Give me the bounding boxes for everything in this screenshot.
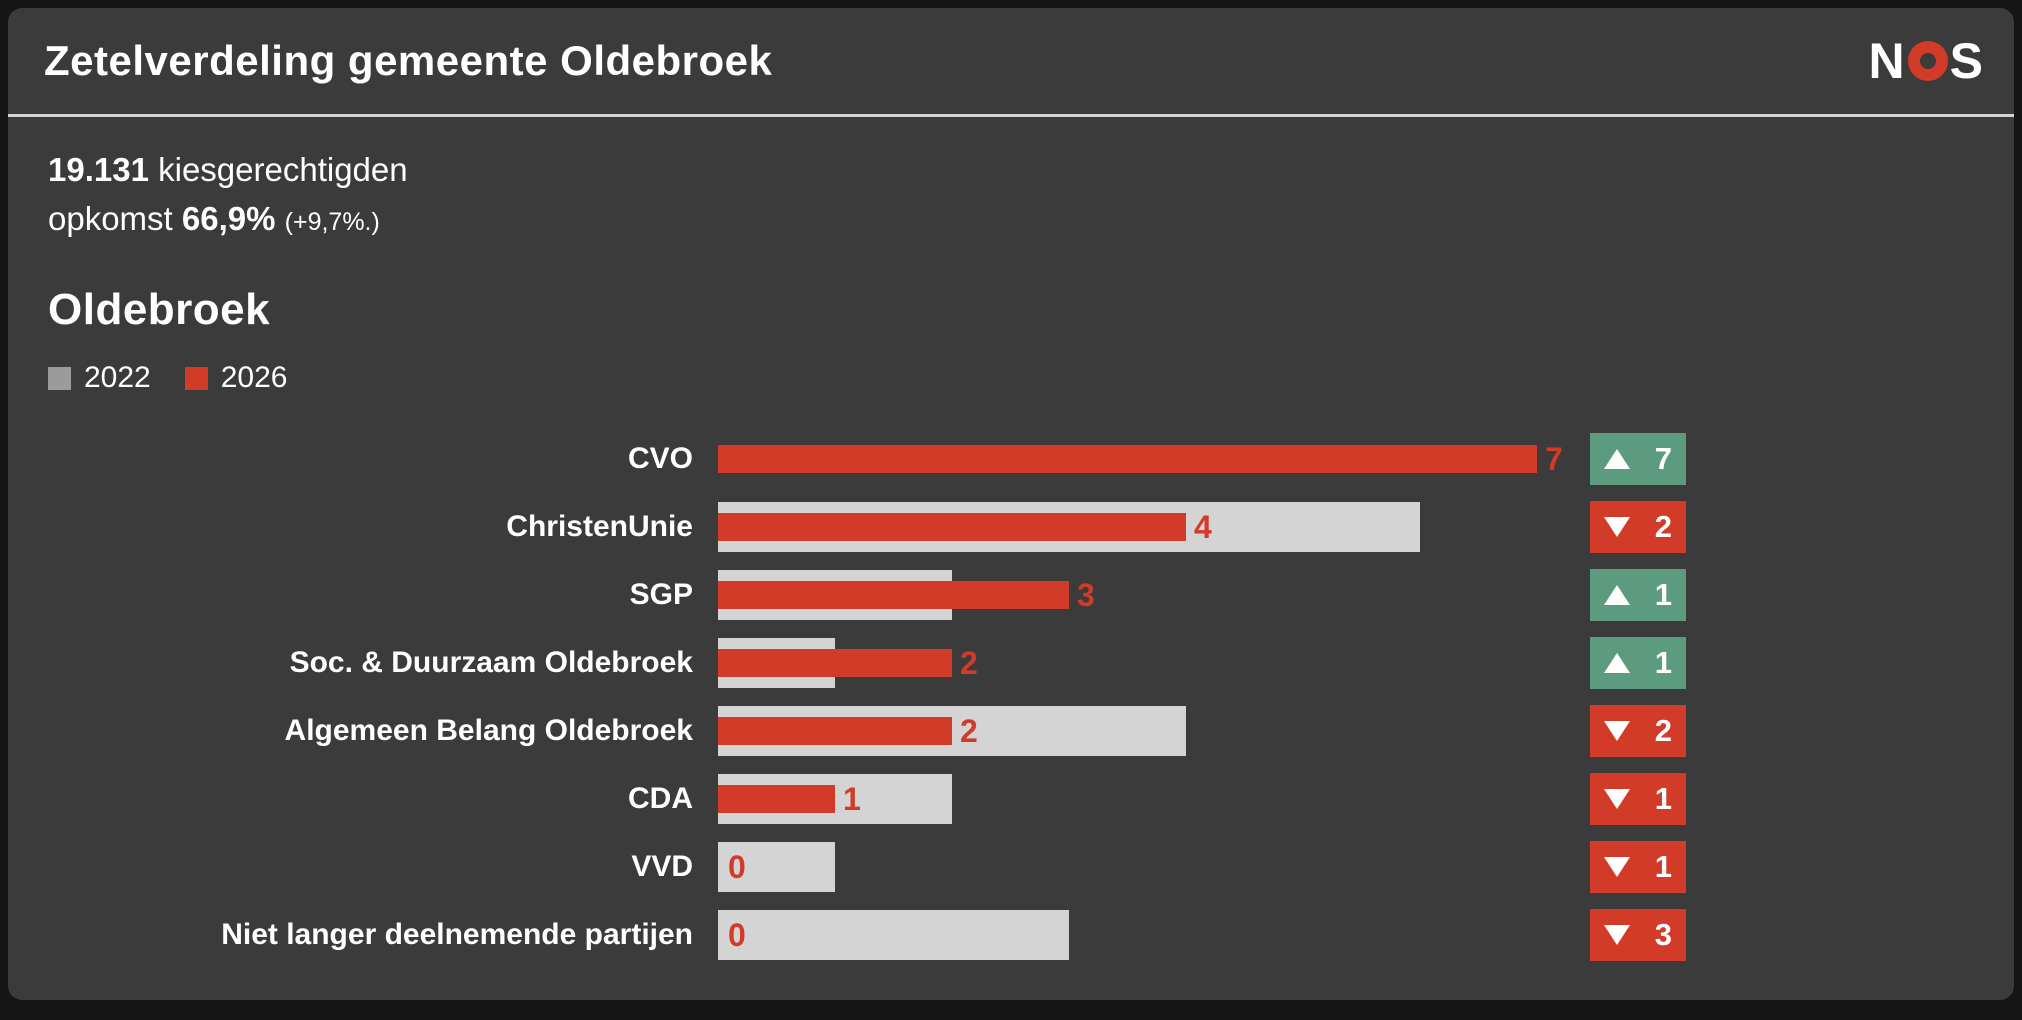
electorate-label: kiesgerechtigden <box>158 151 408 188</box>
chart-row: CVO 7 7 <box>48 425 1974 493</box>
chart-row: ChristenUnie 4 2 <box>48 493 1974 561</box>
legend-swatch-2022-icon <box>48 366 71 390</box>
seat-value: 7 <box>1545 441 1563 477</box>
stats-block: 19.131 kiesgerechtigden opkomst 66,9% (+… <box>48 145 1974 247</box>
party-label: ChristenUnie <box>506 510 693 543</box>
change-value: 7 <box>1654 441 1672 476</box>
arrow-down-icon <box>1604 517 1630 537</box>
legend-label-2022: 2022 <box>84 361 151 394</box>
nos-o-ring-icon <box>1907 41 1948 81</box>
legend-swatch-2026-icon <box>184 366 208 390</box>
nos-logo-letter-n: N <box>1868 33 1906 89</box>
chart-row: SGP 3 1 <box>48 561 1974 629</box>
chart-row: Soc. & Duurzaam Oldebroek 2 1 <box>48 629 1974 697</box>
seat-value: 0 <box>728 849 746 885</box>
turnout-label: opkomst <box>48 200 173 237</box>
arrow-up-icon <box>1604 449 1630 469</box>
bar-2026 <box>718 445 1537 473</box>
party-label: VVD <box>631 850 693 883</box>
seat-chart: CVO 7 7 ChristenUnie 4 2 SGP 3 1 Soc. & … <box>48 425 1974 969</box>
infographic-card: Zetelverdeling gemeente Oldebroek N S 19… <box>8 8 2014 1000</box>
change-badge: 2 <box>1590 501 1686 553</box>
party-label: Algemeen Belang Oldebroek <box>284 714 693 747</box>
arrow-down-icon <box>1604 721 1630 741</box>
arrow-up-icon <box>1604 585 1630 605</box>
arrow-down-icon <box>1604 925 1630 945</box>
change-badge: 2 <box>1590 705 1686 757</box>
bar-2026 <box>718 717 952 745</box>
party-label: CVO <box>627 442 693 475</box>
bar-2026 <box>718 649 952 677</box>
seat-value: 1 <box>843 781 861 817</box>
seat-value: 2 <box>960 713 978 749</box>
bar-2026 <box>718 513 1186 541</box>
party-label: Soc. & Duurzaam Oldebroek <box>289 646 693 679</box>
electorate-value: 19.131 <box>48 151 149 188</box>
change-badge: 1 <box>1590 637 1686 689</box>
party-label: Niet langer deelnemende partijen <box>221 918 693 951</box>
turnout-change: (+9,7%.) <box>284 208 380 236</box>
nos-logo: N S <box>1869 32 1984 90</box>
content: 19.131 kiesgerechtigden opkomst 66,9% (+… <box>8 145 2014 969</box>
legend-item-2022: 2022 <box>48 361 151 395</box>
nos-logo-letter-s: S <box>1949 33 1984 89</box>
chart-row: Niet langer deelnemende partijen 0 3 <box>48 901 1974 969</box>
legend-item-2026: 2026 <box>184 361 288 395</box>
seat-value: 4 <box>1194 509 1212 545</box>
change-value: 2 <box>1654 509 1672 544</box>
party-label: CDA <box>628 782 693 815</box>
bar-2026 <box>718 785 835 813</box>
change-value: 1 <box>1654 577 1672 612</box>
arrow-down-icon <box>1604 789 1630 809</box>
party-label: SGP <box>629 578 693 611</box>
bar-2026 <box>718 581 1069 609</box>
chart-row: VVD 0 1 <box>48 833 1974 901</box>
legend: 2022 2026 <box>48 361 1974 395</box>
seat-value: 3 <box>1077 577 1095 613</box>
arrow-up-icon <box>1604 653 1630 673</box>
turnout-line: opkomst 66,9% (+9,7%.) <box>48 194 1974 247</box>
electorate-line: 19.131 kiesgerechtigden <box>48 145 1974 194</box>
chart-title: Oldebroek <box>48 285 271 334</box>
legend-label-2026: 2026 <box>220 361 288 394</box>
change-badge: 7 <box>1590 433 1686 485</box>
chart-row: CDA 1 1 <box>48 765 1974 833</box>
chart-row: Algemeen Belang Oldebroek 2 2 <box>48 697 1974 765</box>
change-badge: 1 <box>1590 773 1686 825</box>
change-value: 1 <box>1654 849 1672 884</box>
change-badge: 1 <box>1590 841 1686 893</box>
bar-2022 <box>718 910 1069 960</box>
change-value: 1 <box>1654 645 1672 680</box>
change-value: 1 <box>1654 781 1672 816</box>
header: Zetelverdeling gemeente Oldebroek N S <box>8 8 2014 117</box>
seat-value: 2 <box>960 645 978 681</box>
bar-2022 <box>718 842 835 892</box>
arrow-down-icon <box>1604 857 1630 877</box>
change-badge: 1 <box>1590 569 1686 621</box>
change-value: 2 <box>1654 713 1672 748</box>
turnout-value: 66,9% <box>181 200 276 237</box>
page-title: Zetelverdeling gemeente Oldebroek <box>44 37 773 84</box>
seat-value: 0 <box>728 917 746 953</box>
change-value: 3 <box>1654 917 1672 952</box>
change-badge: 3 <box>1590 909 1686 961</box>
